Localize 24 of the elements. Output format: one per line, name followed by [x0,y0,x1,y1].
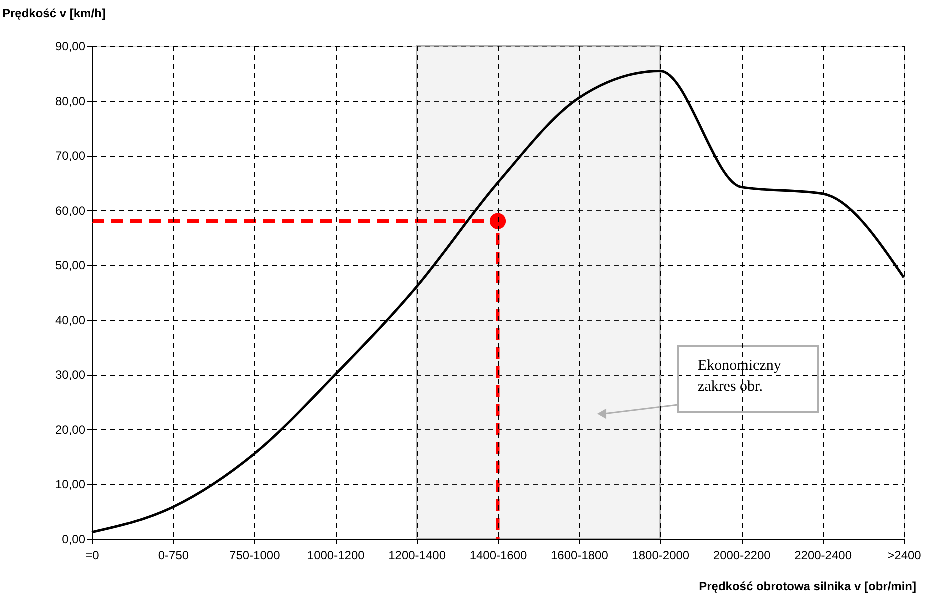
x-tick-label: 1000-1200 [307,548,366,562]
y-axis-title: Prędkość v [km/h] [2,6,106,20]
x-axis-title: Prędkość obrotowa silnika v [obr/min] [699,580,916,593]
y-tick-label: 30,00 [55,368,86,382]
x-tick-label: 2200-2400 [794,548,852,562]
y-tick-label: 0,00 [62,532,86,546]
y-tick-label: 80,00 [55,94,86,108]
y-tick-label: 60,00 [55,204,86,218]
y-tick-label: 10,00 [55,478,86,492]
band-label: Ekonomiczny zakres obr. [698,358,782,395]
x-tick-label: 2000-2200 [713,548,772,562]
x-tick-label: 750-1000 [230,548,281,562]
x-tick-label: 1800-2000 [632,548,690,562]
x-tick-label: 0-750 [158,548,190,562]
x-tick-label: 1400-1600 [470,548,528,562]
y-tick-label: 70,00 [55,149,86,164]
x-tick-label: 1600-1800 [551,548,609,562]
x-tick-label: 1200-1400 [388,548,446,562]
x-tick-label: >2400 [888,548,922,562]
y-tick-label: 20,00 [55,422,86,437]
y-tick-label: 40,00 [55,313,86,328]
y-tick-label: 90,00 [55,40,86,54]
x-tick-label: =0 [86,548,100,562]
y-tick-label: 50,00 [55,258,86,273]
